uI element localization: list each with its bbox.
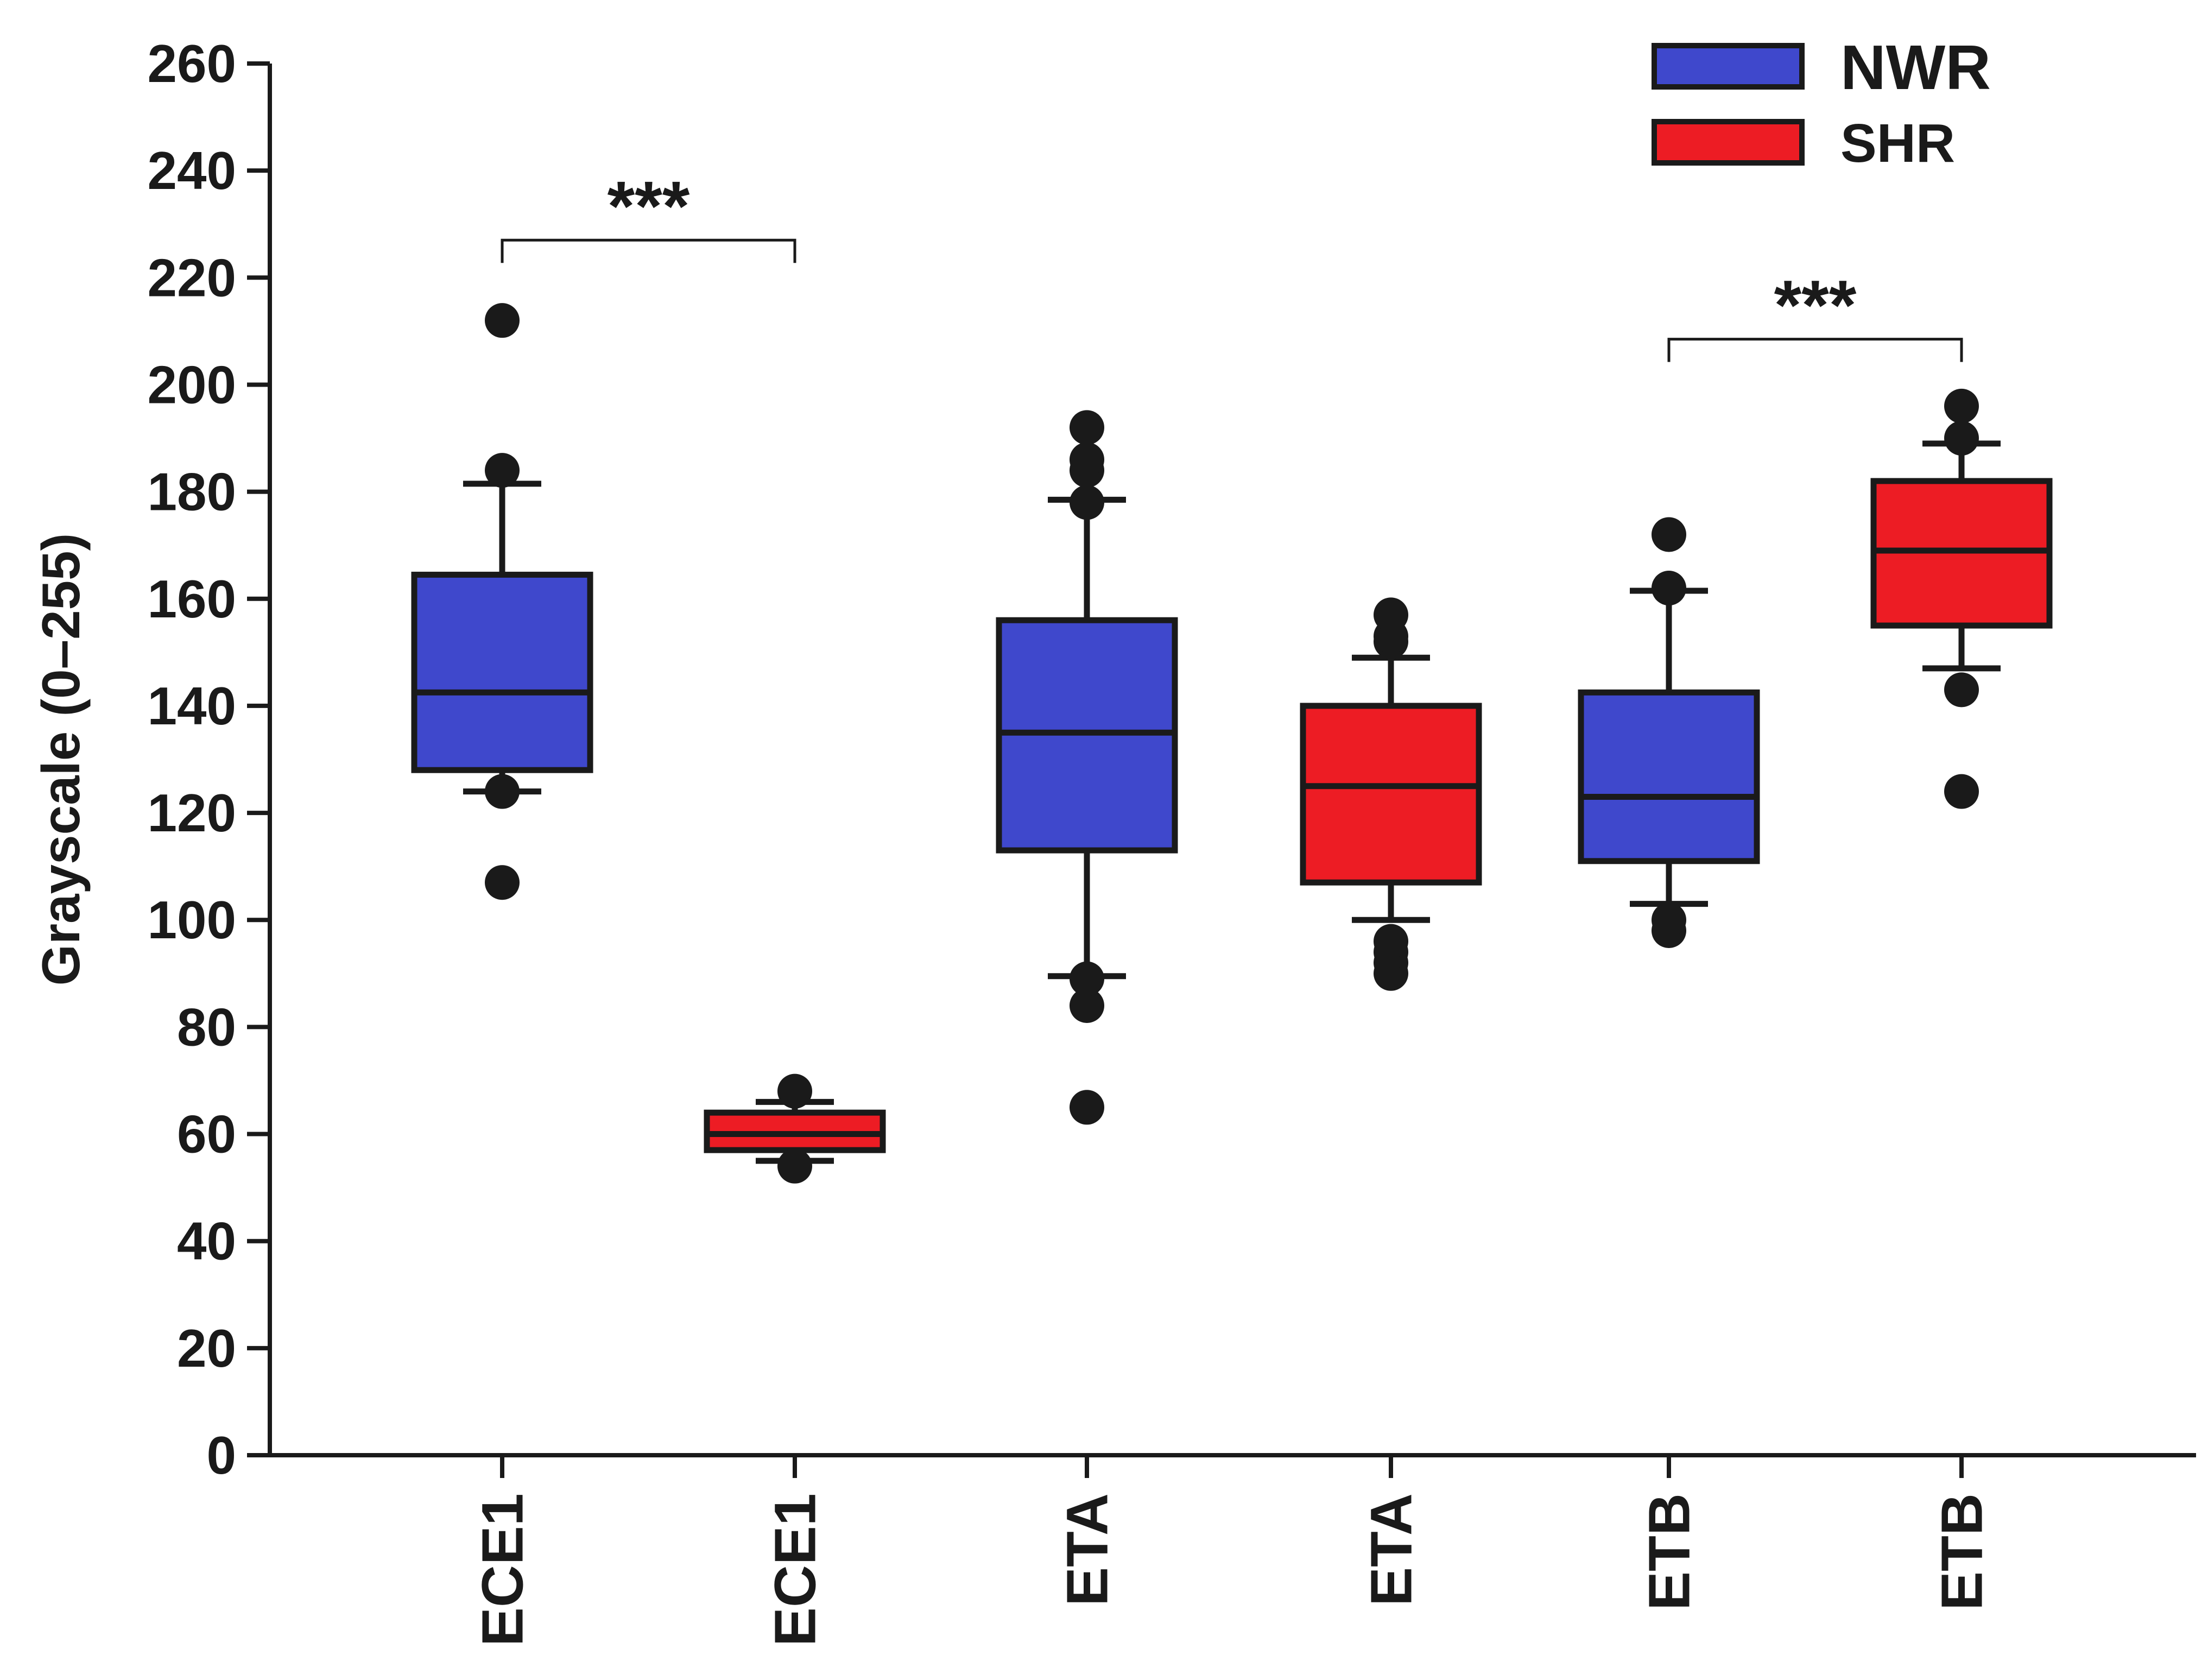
y-tick-label: 200 — [147, 355, 236, 414]
y-tick-label: 20 — [177, 1318, 236, 1378]
legend-swatch — [1652, 43, 1805, 90]
significance-bracket: *** — [501, 166, 796, 263]
legend-entry-nwr: NWR — [1652, 32, 1991, 103]
x-tick-label: ECE1 — [762, 1493, 828, 1646]
outlier-point — [1652, 571, 1686, 606]
y-tick-label: 60 — [177, 1104, 236, 1164]
bracket-line — [1667, 338, 1963, 362]
outlier-point — [1944, 672, 1979, 708]
y-axis-title: Grayscale (0–255) — [31, 533, 91, 986]
outlier-point — [777, 1073, 812, 1109]
boxes — [411, 303, 2053, 1184]
y-tick-label: 140 — [147, 676, 236, 736]
x-tick-label: ETA — [1054, 1493, 1120, 1606]
legend-swatch — [1652, 119, 1805, 166]
significance-label: *** — [608, 166, 690, 245]
bracket-line — [501, 238, 796, 263]
y-tick-label: 0 — [206, 1425, 236, 1485]
y-tick-label: 120 — [147, 783, 236, 843]
y-tick-label: 80 — [177, 997, 236, 1057]
axes: 0 20 40 60 80 100 120 140 160 180 200 220 240 260 Gray… — [31, 34, 2196, 1646]
x-tick-label: ETB — [1929, 1493, 1995, 1610]
significance-annotations: *** *** — [501, 166, 1963, 362]
outlier-point — [1070, 961, 1104, 996]
y-tick-label: 40 — [177, 1211, 236, 1271]
legend-label: NWR — [1840, 32, 1991, 103]
y-tick-label: 160 — [147, 569, 236, 629]
outlier-point — [1652, 517, 1686, 552]
box-ece1-shr — [704, 1073, 886, 1184]
y-tick-label: 260 — [147, 34, 236, 93]
outlier-point — [485, 453, 520, 488]
legend: NWR SHR — [1652, 32, 1991, 174]
y-tick-label: 100 — [147, 890, 236, 950]
box-ece1-nwr — [411, 303, 593, 900]
y-tick-label: 240 — [147, 141, 236, 200]
outlier-point — [1652, 902, 1686, 938]
outlier-point — [1374, 924, 1408, 959]
x-tick-label: ETB — [1636, 1493, 1702, 1610]
iqr-box — [1578, 689, 1760, 864]
y-tick-label: 220 — [147, 248, 236, 307]
outlier-point — [1070, 485, 1104, 520]
significance-label: *** — [1774, 266, 1857, 345]
legend-label: SHR — [1840, 113, 1955, 174]
outlier-point — [485, 303, 520, 338]
outlier-point — [1070, 988, 1104, 1023]
outlier-point — [1070, 442, 1104, 477]
legend-entry-shr: SHR — [1652, 113, 1955, 174]
box-etb-nwr — [1578, 517, 1760, 948]
outlier-point — [485, 865, 520, 900]
outlier-point — [1944, 774, 1979, 809]
box-eta-nwr — [996, 410, 1178, 1125]
box-eta-shr — [1300, 597, 1482, 991]
iqr-box — [1300, 703, 1482, 886]
box-etb-shr — [1870, 388, 2053, 809]
x-tick-label: ETA — [1358, 1493, 1424, 1606]
outlier-point — [1944, 388, 1979, 424]
y-tick-label: 180 — [147, 462, 236, 522]
outlier-point — [1944, 421, 1979, 456]
x-tick-label: ECE1 — [470, 1493, 535, 1646]
outlier-point — [777, 1148, 812, 1184]
outlier-point — [1070, 1090, 1104, 1125]
outlier-point — [1374, 597, 1408, 633]
outlier-point — [485, 774, 520, 809]
iqr-box — [411, 571, 593, 773]
significance-bracket: *** — [1667, 266, 1963, 362]
outlier-point — [1070, 410, 1104, 445]
